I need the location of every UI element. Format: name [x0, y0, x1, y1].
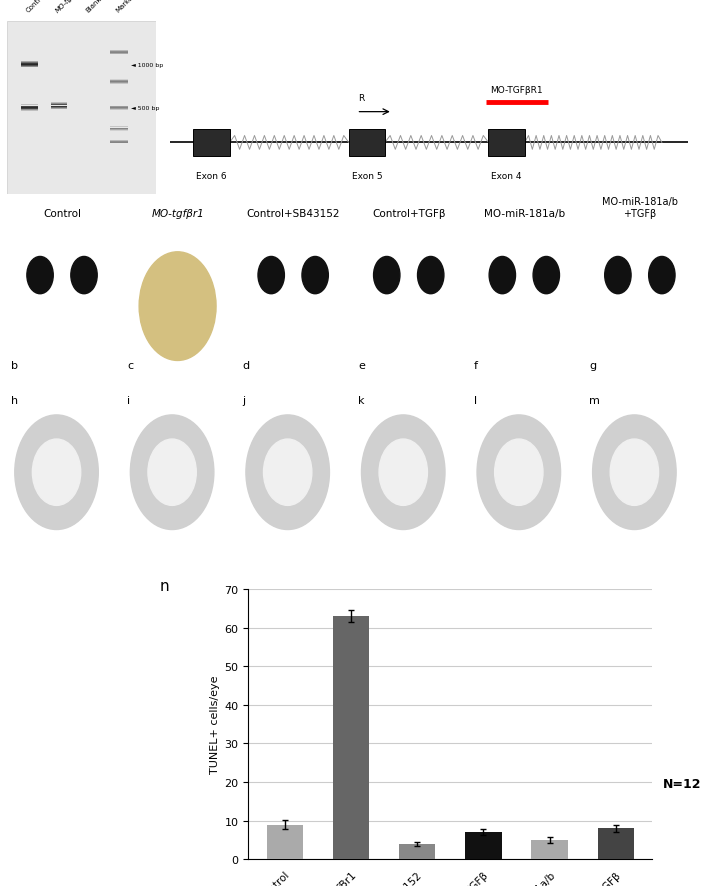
Text: l: l — [474, 396, 477, 406]
Circle shape — [33, 439, 81, 506]
Text: h: h — [11, 396, 18, 406]
Circle shape — [302, 257, 328, 294]
Text: Exon 6: Exon 6 — [196, 172, 227, 181]
Circle shape — [649, 257, 675, 294]
Text: Control+SB43152: Control+SB43152 — [247, 208, 340, 218]
Circle shape — [379, 439, 428, 506]
Circle shape — [15, 416, 99, 530]
Text: Blank: Blank — [85, 0, 103, 13]
Text: MO-miR-181a/b
+TGFβ: MO-miR-181a/b +TGFβ — [602, 197, 678, 218]
Text: m: m — [589, 396, 601, 406]
Text: MO-TGFβR1: MO-TGFβR1 — [491, 86, 543, 95]
Circle shape — [264, 439, 312, 506]
Circle shape — [418, 257, 444, 294]
Bar — [465, 833, 501, 859]
Bar — [267, 825, 303, 859]
Y-axis label: TUNEL+ cells/eye: TUNEL+ cells/eye — [210, 675, 220, 773]
Text: g: g — [589, 361, 596, 370]
Text: Control: Control — [26, 0, 48, 13]
Bar — [489, 129, 525, 157]
Bar — [194, 129, 230, 157]
Circle shape — [362, 416, 445, 530]
Circle shape — [71, 257, 97, 294]
Text: j: j — [242, 396, 246, 406]
Text: N=12: N=12 — [663, 778, 701, 790]
Text: d: d — [242, 361, 250, 370]
Text: MO-tgfβr1: MO-tgfβr1 — [151, 208, 204, 218]
Circle shape — [593, 416, 676, 530]
Circle shape — [139, 253, 216, 361]
Circle shape — [130, 416, 214, 530]
Circle shape — [148, 439, 196, 506]
Text: i: i — [127, 396, 130, 406]
Bar — [531, 840, 568, 859]
Text: b: b — [11, 361, 18, 370]
Text: Exon 5: Exon 5 — [352, 172, 382, 181]
Circle shape — [27, 257, 53, 294]
Circle shape — [495, 439, 543, 506]
Text: ◄ 500 bp: ◄ 500 bp — [130, 106, 159, 111]
Text: k: k — [358, 396, 364, 406]
Circle shape — [246, 416, 330, 530]
Text: Marker: Marker — [115, 0, 136, 13]
Text: Control+TGFβ: Control+TGFβ — [372, 208, 445, 218]
Bar — [349, 129, 385, 157]
Circle shape — [605, 257, 631, 294]
Circle shape — [477, 416, 561, 530]
Text: c: c — [127, 361, 133, 370]
Text: f: f — [474, 361, 478, 370]
Circle shape — [258, 257, 284, 294]
Circle shape — [610, 439, 659, 506]
Bar — [399, 844, 435, 859]
Circle shape — [374, 257, 400, 294]
Bar — [333, 617, 369, 859]
Text: MO-miR-181a/b: MO-miR-181a/b — [484, 208, 565, 218]
Circle shape — [489, 257, 515, 294]
Text: n: n — [160, 579, 169, 594]
Text: ◄ 1000 bp: ◄ 1000 bp — [130, 63, 163, 68]
Text: MO-tgfβr1: MO-tgfβr1 — [55, 0, 84, 13]
Bar — [598, 828, 634, 859]
Text: Exon 4: Exon 4 — [491, 172, 522, 181]
Text: R: R — [359, 94, 365, 103]
Text: Control: Control — [43, 208, 81, 218]
Text: e: e — [358, 361, 365, 370]
Circle shape — [533, 257, 559, 294]
